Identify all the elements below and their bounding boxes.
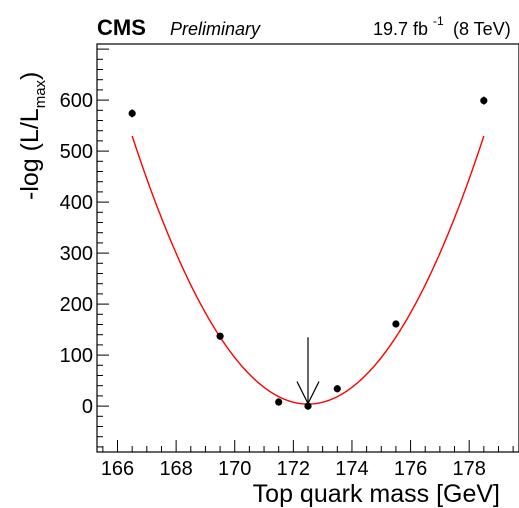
y-tick-label: 200 (60, 294, 93, 316)
y-tick-label: 100 (60, 345, 93, 367)
point-marker (392, 320, 400, 328)
x-tick-label: 170 (218, 458, 251, 480)
y-tick-label: 0 (82, 396, 93, 418)
data-point (480, 96, 488, 105)
x-tick-label: 174 (335, 458, 368, 480)
point-marker (275, 398, 283, 406)
point-marker (333, 385, 341, 393)
data-point (392, 320, 400, 328)
y-tick-label: 400 (60, 192, 93, 214)
x-tick-label: 166 (101, 458, 134, 480)
data-point (333, 385, 341, 393)
x-axis-label: Top quark mass [GeV] (253, 480, 500, 508)
y-axis-label-close: ) (16, 72, 44, 80)
point-marker (128, 109, 136, 117)
point-marker (480, 97, 488, 105)
lumi-exponent: -1 (433, 14, 444, 28)
data-point (216, 332, 224, 340)
data-point (128, 109, 136, 118)
point-marker (304, 402, 312, 410)
y-tick-label: 300 (60, 243, 93, 265)
svg-text:-log (L/Lmax): -log (L/Lmax) (16, 72, 49, 200)
y-axis-label: -log (L/Lmax) (16, 72, 49, 200)
x-tick-label: 176 (394, 458, 427, 480)
y-axis-label-sub: max (32, 79, 49, 108)
energy-label: (8 TeV) (453, 19, 511, 39)
arrow-layer (296, 337, 320, 405)
x-tick-label: 168 (159, 458, 192, 480)
y-tick-label: 600 (60, 90, 93, 112)
x-axis-ticks: 166 168 170 172 174 176 178 (101, 440, 514, 480)
arrow-head (296, 381, 320, 405)
data-points (128, 96, 488, 410)
preliminary-label: Preliminary (170, 19, 261, 39)
y-axis-ticks: 0 100 200 300 400 500 600 (60, 48, 109, 448)
cms-label: CMS (97, 15, 146, 40)
y-axis-label-main: -log (L/L (16, 108, 44, 200)
x-tick-label: 178 (452, 458, 485, 480)
x-tick-label: 172 (277, 458, 310, 480)
y-tick-label: 500 (60, 141, 93, 163)
point-marker (216, 332, 224, 340)
data-point (275, 398, 283, 406)
lumi-label: 19.7 fb (373, 19, 428, 39)
